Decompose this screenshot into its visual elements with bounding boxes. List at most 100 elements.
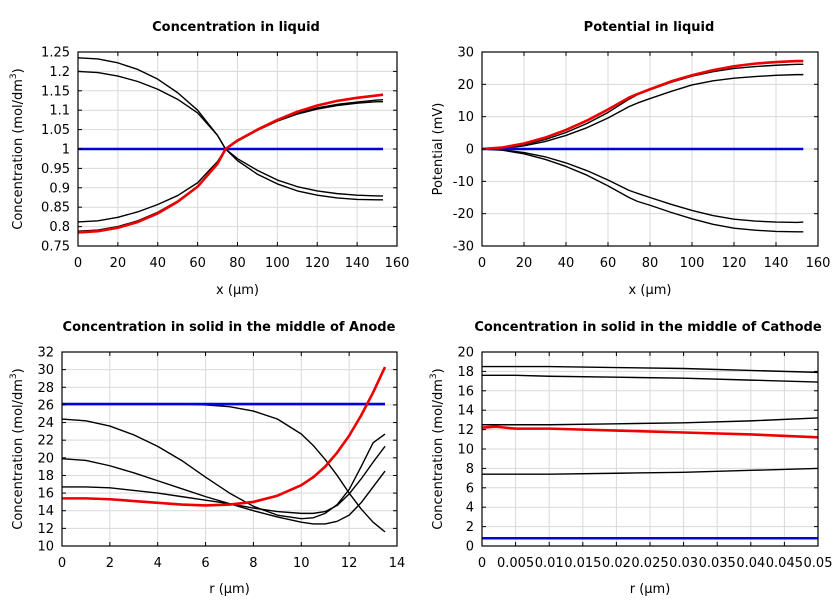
series-line-black-4	[482, 467, 819, 475]
y-tick-label: 1	[62, 143, 70, 158]
y-tick-label: 18	[457, 365, 474, 380]
x-tick-label: 0	[478, 556, 486, 571]
y-axis-label-superscript: 3	[9, 373, 19, 379]
series-line-black-4	[481, 148, 804, 233]
y-tick-label: 0.85	[41, 201, 70, 216]
x-axis-label: x (µm)	[629, 283, 672, 298]
series-line-red	[77, 93, 384, 234]
y-tick-label: 12	[457, 423, 474, 438]
x-tick-label: 120	[305, 256, 330, 271]
panel-potential-liquid: 0 20 40 60 80 100 120 140 160 -30 -20 -10 0 10 20 30 Pot…	[431, 20, 831, 298]
chart-title: Potential in liquid	[584, 20, 715, 35]
panel-concentration-anode: 0 2 4 6 8 10 12 14101214161820222426283032Conce…	[9, 320, 406, 597]
x-tick-label: 140	[345, 256, 370, 271]
y-tick-label: 0.8	[49, 220, 70, 235]
panel-concentration-liquid: 0 20 40 60 80 100 120 140 160 0.75 0.8 0.85 0.9 0.95 1…	[9, 20, 410, 298]
y-tick-label: 6	[466, 481, 474, 496]
series-line-red	[481, 59, 804, 151]
y-axis-label: Concentration (mol/dm3)	[429, 368, 446, 530]
y-tick-label: 10	[457, 110, 474, 125]
x-tick-label: 0.015	[564, 556, 601, 571]
y-axis-label-end: )	[11, 68, 26, 73]
y-axis-label-end: )	[431, 368, 446, 373]
y-tick-label: 12	[37, 522, 54, 537]
y-axis-label-end: )	[11, 368, 26, 373]
series-line-black-3	[482, 417, 819, 426]
x-tick-label: 100	[265, 256, 290, 271]
y-tick-label: 4	[466, 501, 474, 516]
series-line-black-3	[77, 100, 384, 223]
y-tick-label: 24	[37, 416, 54, 431]
y-tick-label: 8	[466, 462, 474, 477]
y-axis-label-main: Concentration (mol/dm	[11, 79, 26, 230]
y-axis-label-superscript: 3	[9, 73, 19, 79]
x-tick-label: 0.005	[497, 556, 534, 571]
y-tick-label: 30	[37, 363, 54, 378]
x-tick-label: 8	[249, 556, 257, 571]
series-line-black-4	[62, 445, 386, 515]
y-tick-label: 18	[37, 469, 54, 484]
y-tick-label: 0.9	[49, 181, 70, 196]
x-tick-label: 0.025	[631, 556, 668, 571]
x-tick-label: 0	[74, 256, 82, 271]
series-line-black-2	[61, 418, 386, 520]
y-tick-label: -10	[453, 175, 474, 190]
y-axis-label: Concentration (mol/dm3)	[9, 68, 26, 230]
y-tick-label: 20	[457, 78, 474, 93]
y-tick-label: 1.05	[41, 123, 70, 138]
x-tick-label: 120	[722, 256, 747, 271]
y-tick-label: 0.95	[41, 162, 70, 177]
y-tick-label: 20	[457, 346, 474, 361]
x-axis-label: x (µm)	[216, 283, 259, 298]
x-tick-label: 4	[154, 556, 162, 571]
panel-concentration-cathode: 0 0.005 0.01 0.015 0.02 0.025 0.03 0.035 0.04 0.0…	[429, 320, 833, 597]
x-tick-label: 10	[293, 556, 310, 571]
y-axis-label-main: Potential (mV)	[431, 103, 446, 196]
y-tick-label: 1.1	[49, 104, 70, 119]
y-tick-label: 1.15	[41, 84, 70, 99]
x-tick-label: 14	[389, 556, 406, 571]
x-tick-label: 60	[600, 256, 617, 271]
y-tick-label: -20	[453, 207, 474, 222]
series-line-black-2	[482, 374, 819, 383]
y-tick-label: 10	[457, 443, 474, 458]
y-tick-label: 16	[37, 487, 54, 502]
series-line-black-1	[482, 365, 819, 374]
y-tick-label: 2	[466, 520, 474, 535]
x-tick-label: 0.045	[766, 556, 803, 571]
x-tick-label: 40	[558, 256, 575, 271]
x-tick-label: 0.02	[602, 556, 631, 571]
y-tick-label: 28	[37, 381, 54, 396]
x-tick-label: 40	[149, 256, 166, 271]
chart-title: Concentration in liquid	[152, 20, 320, 35]
series-line-black-3	[481, 148, 804, 224]
series-line-red	[481, 425, 819, 439]
y-tick-label: 1.25	[41, 46, 70, 61]
x-tick-label: 12	[341, 556, 358, 571]
chart-title: Concentration in solid in the middle of …	[63, 320, 396, 335]
x-tick-label: 100	[680, 256, 705, 271]
x-tick-label: 80	[229, 256, 246, 271]
series-line-black-4	[77, 99, 384, 232]
y-axis-label: Potential (mV)	[431, 103, 446, 196]
x-tick-label: 140	[764, 256, 789, 271]
x-tick-label: 0.04	[736, 556, 765, 571]
y-tick-label: 22	[37, 434, 54, 449]
x-axis-label: r (µm)	[630, 582, 671, 597]
x-tick-label: 0.035	[699, 556, 736, 571]
y-tick-label: 32	[37, 346, 54, 361]
y-tick-label: 20	[37, 451, 54, 466]
plot-frame	[61, 351, 398, 547]
x-tick-label: 60	[189, 256, 206, 271]
y-tick-label: -30	[453, 240, 474, 255]
x-tick-label: 0	[478, 256, 486, 271]
series-line-red	[62, 366, 387, 507]
y-axis-label-main: Concentration (mol/dm	[431, 379, 446, 530]
x-tick-label: 2	[106, 556, 114, 571]
y-tick-label: 26	[37, 398, 54, 413]
x-tick-label: 20	[516, 256, 533, 271]
y-tick-label: 14	[457, 404, 474, 419]
x-tick-label: 160	[806, 256, 831, 271]
y-tick-label: 0.75	[41, 240, 70, 255]
